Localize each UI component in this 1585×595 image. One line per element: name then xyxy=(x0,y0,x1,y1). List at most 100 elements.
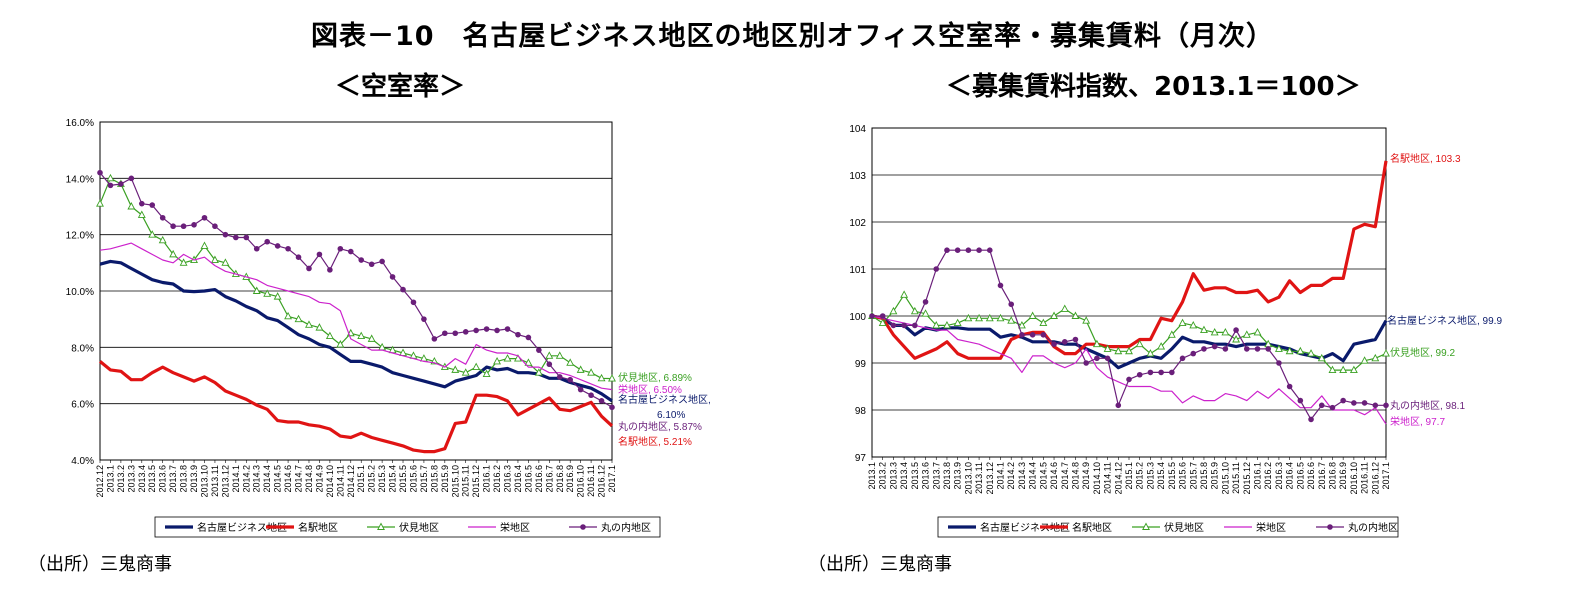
vacancy-series-point-2 xyxy=(451,365,460,373)
vacancy-x-tick-label: 2013.8 xyxy=(179,465,189,493)
rent-series-point-4 xyxy=(1361,400,1368,406)
vacancy-x-tick-label: 2013.12 xyxy=(220,465,230,498)
vacancy-series-point-2 xyxy=(127,202,136,210)
rent-series-point-4 xyxy=(997,282,1004,289)
vacancy-x-tick-label: 2014.9 xyxy=(314,465,324,493)
vacancy-end-label: 6.10% xyxy=(657,410,685,421)
vacancy-series-point-2 xyxy=(482,369,491,378)
vacancy-x-tick-label: 2016.5 xyxy=(523,465,533,493)
vacancy-x-tick-label: 2016.2 xyxy=(492,465,502,493)
vacancy-series-point-4 xyxy=(598,398,605,404)
rent-end-label: 名駅地区, 103.3 xyxy=(1390,152,1461,165)
vacancy-series-point-4 xyxy=(295,254,302,260)
vacancy-series-point-2 xyxy=(148,230,157,238)
vacancy-series-point-4 xyxy=(483,326,490,332)
rent-series-point-2 xyxy=(1157,342,1166,350)
rent-end-label: 栄地区, 97.7 xyxy=(1390,415,1445,428)
vacancy-series-point-2 xyxy=(96,199,104,207)
vacancy-x-tick-label: 2014.3 xyxy=(252,465,262,493)
vacancy-series-point-2 xyxy=(294,314,303,323)
rent-series-point-4 xyxy=(1115,402,1122,409)
rent-series-point-2 xyxy=(1210,327,1219,336)
vacancy-series-point-4 xyxy=(337,245,344,252)
vacancy-series-point-2 xyxy=(273,292,282,300)
rent-series-point-4 xyxy=(1243,346,1250,352)
vacancy-x-tick-label: 2014.5 xyxy=(273,465,283,493)
rent-x-tick-label: 2015.7 xyxy=(1188,462,1198,490)
rent-series-point-2 xyxy=(1135,339,1144,348)
vacancy-series-point-4 xyxy=(473,327,479,334)
vacancy-legend-label: 栄地区 xyxy=(500,521,530,534)
rent-series-point-2 xyxy=(943,320,951,329)
vacancy-x-tick-label: 2013.2 xyxy=(116,465,126,493)
rent-series-point-4 xyxy=(1383,402,1389,409)
vacancy-series-point-4 xyxy=(567,376,574,383)
rent-series-line-1 xyxy=(871,160,1388,360)
vacancy-x-tick-label: 2013.7 xyxy=(168,465,178,493)
vacancy-x-tick-label: 2014.7 xyxy=(294,465,304,493)
rent-series-point-2 xyxy=(1167,330,1176,338)
rent-series-point-2 xyxy=(1274,344,1283,352)
chart-title-rent-index: ＜募集賃料指数、2013.1＝100＞ xyxy=(946,72,1361,102)
rent-x-tick-label: 2016.4 xyxy=(1285,462,1295,490)
rent-series-point-2 xyxy=(1028,311,1037,319)
rent-series-point-2 xyxy=(1178,318,1187,326)
rent-y-tick-label: 102 xyxy=(849,218,866,229)
vacancy-series-line-1 xyxy=(98,360,614,454)
rent-x-tick-label: 2014.8 xyxy=(1070,462,1080,490)
rent-x-tick-label: 2016.10 xyxy=(1349,462,1359,495)
vacancy-series-point-2 xyxy=(252,286,261,294)
rent-series-point-2 xyxy=(1007,316,1016,324)
rent-series-point-4 xyxy=(1061,339,1068,345)
rent-series-point-2 xyxy=(1146,349,1155,357)
rent-series-point-4 xyxy=(1029,332,1036,338)
vacancy-x-tick-label: 2016.12 xyxy=(597,465,607,498)
rent-series-point-2 xyxy=(953,318,962,326)
rent-series-point-4 xyxy=(1254,346,1261,352)
vacancy-x-tick-label: 2014.12 xyxy=(346,465,356,498)
vacancy-series-point-4 xyxy=(494,327,500,334)
rent-series-point-4 xyxy=(1094,355,1100,362)
vacancy-series-point-4 xyxy=(462,329,469,335)
vacancy-y-tick-label: 6.0% xyxy=(71,400,94,411)
vacancy-series-point-4 xyxy=(253,245,260,252)
rent-y-tick-label: 100 xyxy=(849,312,866,323)
rent-x-tick-label: 2013.6 xyxy=(921,462,931,490)
vacancy-y-tick-label: 4.0% xyxy=(71,456,94,467)
rent-series-point-4 xyxy=(1201,346,1207,352)
rent-series-point-4 xyxy=(1340,397,1346,404)
rent-x-tick-label: 2013.2 xyxy=(878,462,888,490)
vacancy-series-point-4 xyxy=(285,245,291,252)
rent-x-tick-label: 2015.6 xyxy=(1178,462,1188,490)
vacancy-legend xyxy=(154,516,661,538)
rent-y-tick-label: 98 xyxy=(855,406,867,417)
rent-series-point-4 xyxy=(1190,350,1197,357)
vacancy-series-point-4 xyxy=(191,222,197,228)
vacancy-x-tick-label: 2015.9 xyxy=(440,465,450,493)
vacancy-series-point-2 xyxy=(325,331,334,340)
vacancy-end-label: 名古屋ビジネス地区, xyxy=(618,393,711,406)
rent-series-point-4 xyxy=(1083,360,1089,366)
vacancy-series-point-4 xyxy=(243,234,250,241)
vacancy-series-point-2 xyxy=(158,235,167,244)
rent-series-point-4 xyxy=(1040,332,1047,338)
vacancy-series-point-4 xyxy=(504,326,511,332)
rent-series-point-4 xyxy=(1051,341,1057,348)
rent-series-point-4 xyxy=(976,247,982,253)
rent-series-point-2 xyxy=(1017,320,1026,329)
rent-legend-marker xyxy=(1327,524,1333,530)
vacancy-y-tick-label: 14.0% xyxy=(66,174,94,185)
rent-series-point-4 xyxy=(1008,301,1015,308)
vacancy-series-point-4 xyxy=(170,223,176,230)
vacancy-series-point-4 xyxy=(107,182,114,189)
vacancy-series-point-2 xyxy=(493,356,502,365)
vacancy-series-point-4 xyxy=(128,175,135,182)
rent-x-tick-label: 2017.1 xyxy=(1381,462,1391,490)
rent-x-tick-label: 2013.4 xyxy=(899,462,909,490)
rent-series-point-4 xyxy=(1222,346,1229,352)
vacancy-series-point-4 xyxy=(389,274,396,280)
vacancy-x-tick-label: 2013.11 xyxy=(210,465,220,497)
vacancy-series-point-4 xyxy=(118,181,124,187)
rent-series-point-4 xyxy=(922,299,929,305)
rent-series-point-4 xyxy=(879,313,886,319)
